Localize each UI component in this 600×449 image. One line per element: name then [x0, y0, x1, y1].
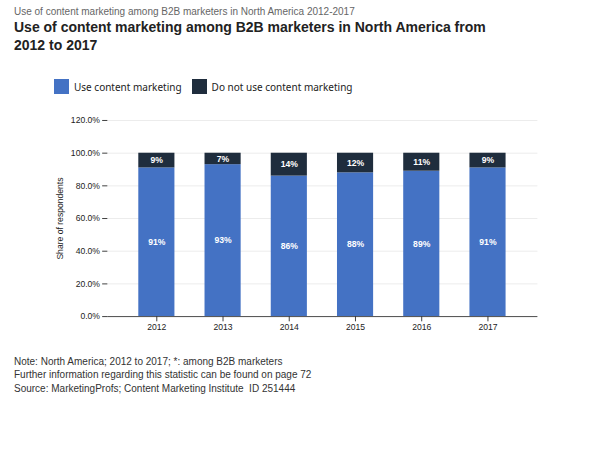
svg-text:100.0%: 100.0%: [71, 148, 101, 158]
svg-text:2016: 2016: [412, 322, 431, 332]
svg-text:93%: 93%: [214, 235, 232, 245]
html-text:Note: North America; 2012 to 2: Note: North America; 2012 to 2017; *: am…: [14, 355, 283, 367]
svg-text:7%: 7%: [217, 154, 230, 164]
html-text:Do not use content marketing: Do not use content marketing: [211, 79, 353, 94]
svg-text:80.0%: 80.0%: [76, 181, 101, 191]
svg-text:14%: 14%: [281, 159, 299, 169]
html-text:Further information regarding: Further information regarding this stati…: [14, 369, 312, 380]
svg-text:2014: 2014: [280, 322, 299, 332]
html-text:Source: MarketingProfs; Conten: Source: MarketingProfs; Content Marketin…: [14, 382, 296, 394]
html-text:Use of content marketing among: Use of content marketing among B2B marke…: [14, 19, 486, 53]
svg-text:89%: 89%: [413, 239, 431, 249]
svg-text:2015: 2015: [346, 322, 365, 332]
svg-text:2012: 2012: [147, 322, 166, 332]
svg-text:2013: 2013: [213, 322, 232, 332]
svg-text:91%: 91%: [479, 237, 497, 247]
svg-text:60.0%: 60.0%: [76, 213, 101, 223]
svg-text:120.0%: 120.0%: [71, 115, 101, 125]
html-text:Use content marketing: Use content marketing: [74, 79, 182, 94]
svg-text:2017: 2017: [478, 322, 497, 332]
svg-text:40.0%: 40.0%: [76, 246, 101, 256]
svg-text:88%: 88%: [347, 239, 365, 249]
svg-text:11%: 11%: [413, 157, 430, 167]
svg-text:0.0%: 0.0%: [80, 311, 100, 321]
svg-text:91%: 91%: [148, 237, 166, 247]
svg-text:12%: 12%: [347, 158, 365, 168]
svg-text:9%: 9%: [151, 155, 164, 165]
svg-text:86%: 86%: [281, 241, 299, 251]
svg-text:9%: 9%: [482, 155, 495, 165]
svg-text:20.0%: 20.0%: [76, 279, 101, 289]
svg-text:Share of respondents: Share of respondents: [55, 177, 65, 259]
html-text:Use of content marketing among: Use of content marketing among B2B marke…: [14, 6, 355, 17]
